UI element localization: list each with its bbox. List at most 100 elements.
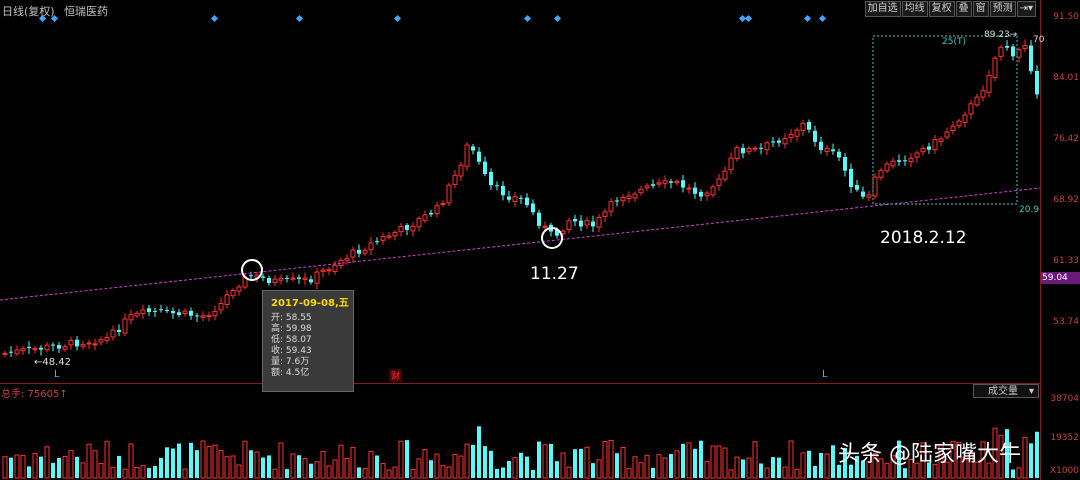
candle-body[interactable] bbox=[344, 257, 350, 261]
candle-body[interactable] bbox=[1029, 45, 1033, 72]
candle-body[interactable] bbox=[788, 134, 794, 139]
overlay-button[interactable]: 叠 bbox=[955, 1, 972, 17]
candle-body[interactable] bbox=[236, 286, 242, 292]
candle-body[interactable] bbox=[962, 114, 968, 123]
candle-body[interactable] bbox=[182, 310, 188, 314]
candle-body[interactable] bbox=[741, 147, 745, 154]
candle-body[interactable] bbox=[272, 278, 278, 284]
candle-body[interactable] bbox=[290, 277, 296, 280]
event-marker[interactable] bbox=[553, 14, 562, 23]
adjust-button[interactable]: 复权 bbox=[928, 1, 955, 17]
candle-body[interactable] bbox=[86, 342, 92, 345]
candle-body[interactable] bbox=[218, 303, 224, 311]
range-box[interactable] bbox=[872, 35, 1018, 205]
window-button[interactable]: 窗 bbox=[972, 1, 989, 17]
add-watchlist-button[interactable]: 加自选 bbox=[864, 1, 901, 17]
candle-body[interactable] bbox=[837, 151, 841, 158]
candle-body[interactable] bbox=[206, 315, 212, 318]
candle-body[interactable] bbox=[620, 196, 626, 202]
candle-body[interactable] bbox=[944, 131, 950, 138]
candle-body[interactable] bbox=[992, 57, 998, 78]
candle-body[interactable] bbox=[579, 220, 583, 227]
candle-body[interactable] bbox=[434, 205, 440, 214]
candle-body[interactable] bbox=[159, 309, 163, 311]
candle-body[interactable] bbox=[80, 344, 86, 347]
candle-body[interactable] bbox=[9, 351, 13, 353]
candle-body[interactable] bbox=[728, 157, 734, 171]
candle-body[interactable] bbox=[651, 184, 655, 186]
candle-body[interactable] bbox=[357, 249, 361, 254]
candle-body[interactable] bbox=[525, 197, 529, 206]
event-marker[interactable] bbox=[744, 14, 753, 23]
trend-line[interactable] bbox=[0, 187, 1040, 301]
candle-body[interactable] bbox=[746, 147, 752, 153]
candle-body[interactable] bbox=[693, 187, 697, 194]
event-marker[interactable] bbox=[523, 14, 532, 23]
candle-body[interactable] bbox=[686, 187, 692, 190]
candle-body[interactable] bbox=[477, 151, 481, 162]
event-marker[interactable] bbox=[393, 14, 402, 23]
event-marker[interactable] bbox=[738, 14, 747, 23]
candle-body[interactable] bbox=[57, 345, 61, 349]
candle-body[interactable] bbox=[644, 185, 650, 189]
candle-body[interactable] bbox=[92, 343, 98, 346]
candle-body[interactable] bbox=[320, 269, 326, 272]
candle-body[interactable] bbox=[140, 309, 146, 315]
candle-body[interactable] bbox=[422, 214, 428, 221]
event-marker[interactable] bbox=[803, 14, 812, 23]
candle-body[interactable] bbox=[153, 310, 157, 312]
candle-body[interactable] bbox=[446, 184, 452, 204]
candle-body[interactable] bbox=[734, 147, 740, 159]
candle-body[interactable] bbox=[1022, 44, 1028, 50]
candle-body[interactable] bbox=[68, 339, 74, 346]
candle-body[interactable] bbox=[986, 74, 992, 93]
candle-body[interactable] bbox=[813, 130, 817, 142]
candle-body[interactable] bbox=[189, 310, 193, 316]
candle-body[interactable] bbox=[350, 249, 356, 258]
candle-body[interactable] bbox=[884, 163, 890, 172]
candle-body[interactable] bbox=[416, 217, 422, 228]
candle-body[interactable] bbox=[932, 139, 938, 151]
candle-body[interactable] bbox=[777, 140, 781, 143]
candle-body[interactable] bbox=[507, 196, 511, 200]
candle-body[interactable] bbox=[591, 221, 595, 227]
candle-body[interactable] bbox=[674, 180, 680, 184]
candle-body[interactable] bbox=[824, 147, 830, 152]
candle-body[interactable] bbox=[566, 220, 572, 231]
candle-body[interactable] bbox=[224, 294, 230, 306]
candle-body[interactable] bbox=[464, 144, 470, 167]
candle-body[interactable] bbox=[596, 216, 602, 228]
event-marker[interactable] bbox=[295, 14, 304, 23]
candle-body[interactable] bbox=[710, 186, 716, 196]
candle-body[interactable] bbox=[968, 103, 974, 115]
candle-body[interactable] bbox=[62, 346, 68, 350]
candle-body[interactable] bbox=[302, 277, 308, 280]
candle-body[interactable] bbox=[782, 138, 788, 145]
candle-body[interactable] bbox=[51, 344, 55, 346]
candle-body[interactable] bbox=[722, 170, 728, 180]
candle-body[interactable] bbox=[800, 122, 806, 131]
candle-body[interactable] bbox=[584, 219, 590, 226]
candle-body[interactable] bbox=[920, 147, 926, 153]
candle-body[interactable] bbox=[326, 269, 332, 272]
candle-body[interactable] bbox=[608, 201, 614, 212]
candle-body[interactable] bbox=[1035, 70, 1039, 95]
candle-body[interactable] bbox=[128, 314, 134, 321]
candle-body[interactable] bbox=[39, 347, 43, 350]
candle-body[interactable] bbox=[458, 164, 464, 177]
candle-body[interactable] bbox=[32, 348, 38, 351]
candle-body[interactable] bbox=[177, 312, 181, 316]
candle-body[interactable] bbox=[669, 181, 673, 183]
candle-body[interactable] bbox=[903, 160, 907, 162]
candle-body[interactable] bbox=[285, 277, 289, 279]
moving-average-button[interactable]: 均线 bbox=[901, 1, 928, 17]
candle-body[interactable] bbox=[332, 264, 338, 273]
candle-body[interactable] bbox=[27, 346, 31, 348]
candle-body[interactable] bbox=[75, 339, 79, 347]
event-marker[interactable] bbox=[210, 14, 219, 23]
candle-body[interactable] bbox=[14, 349, 20, 355]
candle-body[interactable] bbox=[938, 138, 944, 142]
candle-body[interactable] bbox=[843, 157, 847, 171]
candle-body[interactable] bbox=[974, 96, 980, 106]
